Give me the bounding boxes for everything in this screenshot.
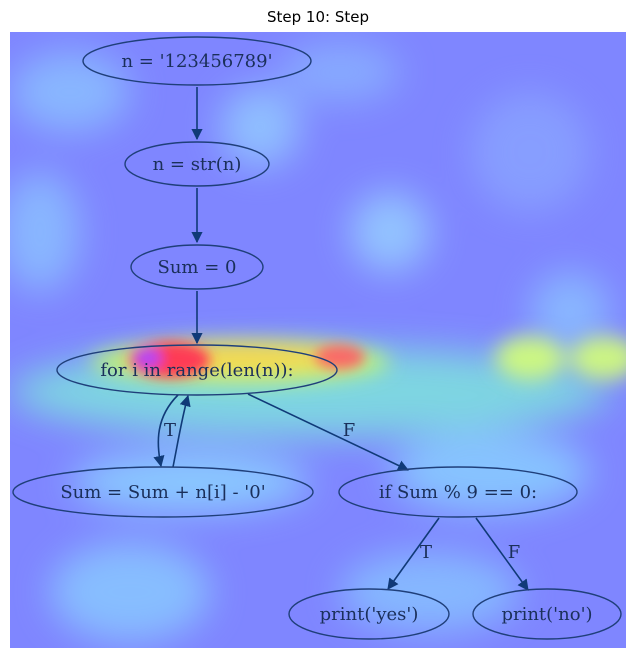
node-shape-n8 <box>472 588 622 640</box>
figure-title: Step 10: Step <box>267 8 369 26</box>
edge-n6-n7 <box>387 517 440 590</box>
attention-heatmap-panel: n = '123456789' n = str(n) Sum = 0 for i in… <box>10 32 626 648</box>
node-label-n7: print('yes') <box>320 604 419 625</box>
edge-n4-n6 <box>247 393 410 471</box>
node-shape-n2 <box>124 141 270 187</box>
edge-n6-n8 <box>475 517 529 591</box>
node-label-n5: Sum = Sum + n[i] - '0' <box>60 482 265 503</box>
node-label-n6: if Sum % 9 == 0: <box>379 482 537 503</box>
graph-edge-labels: T F T F <box>164 420 520 563</box>
node-label-n3: Sum = 0 <box>158 257 237 278</box>
node-n2: n = str(n) <box>124 141 270 187</box>
node-n7: print('yes') <box>288 588 450 640</box>
control-flow-graph: n = '123456789' n = str(n) Sum = 0 for i in… <box>10 32 626 648</box>
node-shape-n6 <box>338 466 578 518</box>
node-n6: if Sum % 9 == 0: <box>338 466 578 518</box>
node-shape-n1 <box>82 36 312 86</box>
node-n4: for i in range(len(n)): <box>56 344 338 396</box>
graph-edges <box>153 87 529 591</box>
node-shape-n4 <box>56 344 338 396</box>
edge-n5-n4 <box>172 394 191 468</box>
node-n5: Sum = Sum + n[i] - '0' <box>12 466 314 518</box>
node-shape-n7 <box>288 588 450 640</box>
edge-label-n4-n5: T <box>164 420 176 441</box>
node-label-n4: for i in range(len(n)): <box>100 360 293 381</box>
node-shape-n5 <box>12 466 314 518</box>
node-n3: Sum = 0 <box>130 244 264 290</box>
edge-label-n6-n8: F <box>508 542 521 563</box>
edge-label-n4-n6: F <box>343 420 356 441</box>
node-n8: print('no') <box>472 588 622 640</box>
edge-n4-n5 <box>153 394 179 468</box>
node-n1: n = '123456789' <box>82 36 312 86</box>
node-label-n8: print('no') <box>501 604 592 625</box>
graph-nodes: n = '123456789' n = str(n) Sum = 0 for i in… <box>12 36 622 640</box>
node-label-n2: n = str(n) <box>153 154 242 175</box>
node-label-n1: n = '123456789' <box>121 51 272 72</box>
node-shape-n3 <box>130 244 264 290</box>
heatmap-layer <box>10 32 626 648</box>
edge-label-n6-n7: T <box>420 542 432 563</box>
